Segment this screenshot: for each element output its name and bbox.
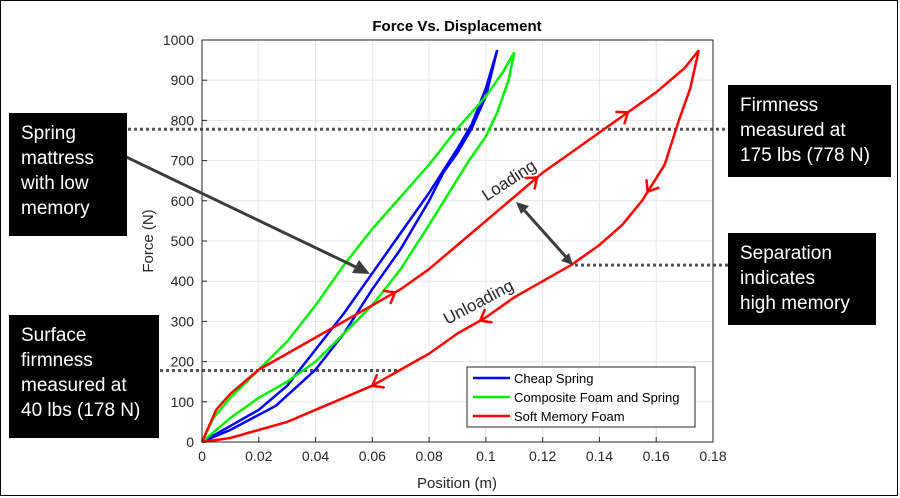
spring-pointer-arrowhead bbox=[352, 260, 370, 274]
spring-pointer-arrow bbox=[121, 153, 363, 272]
callout-spring-line-3: with low bbox=[21, 173, 89, 194]
legend-label: Cheap Spring bbox=[514, 371, 594, 386]
direction-arrow-head bbox=[615, 110, 630, 125]
separation-pointer-arrowhead-bottom bbox=[561, 253, 573, 265]
direction-arrow-head bbox=[371, 373, 385, 389]
callout-separation-line-3: high memory bbox=[740, 293, 850, 314]
y-tick-label: 700 bbox=[171, 153, 195, 169]
y-tick-label: 200 bbox=[171, 354, 195, 370]
callout-surface-line-2: firmness bbox=[21, 350, 93, 371]
legend-label: Composite Foam and Spring bbox=[514, 390, 679, 405]
series-line-cheap-spring-loading bbox=[201, 49, 499, 444]
legend: Cheap Spring Composite Foam and Spring Sof… bbox=[466, 366, 696, 428]
callout-firmness-line-3: 175 lbs (778 N) bbox=[740, 145, 870, 166]
x-tick-label: 0.18 bbox=[699, 448, 726, 464]
series-layer bbox=[200, 49, 701, 444]
y-tick-label: 0 bbox=[186, 434, 194, 450]
series-line-composite-foam-and-spring-loading bbox=[200, 51, 516, 443]
series-line-composite-foam-and-spring-unloading bbox=[201, 51, 516, 443]
callout-spring-line-1: Spring bbox=[21, 123, 76, 144]
callout-surface-line-1: Surface bbox=[21, 325, 87, 346]
separation-pointer-arrow bbox=[522, 209, 568, 258]
x-axis-label: Position (m) bbox=[417, 475, 497, 492]
callout-separation: Separation indicates high memory bbox=[728, 233, 876, 325]
callout-spring-line-2: mattress bbox=[21, 148, 94, 169]
callout-firmness-line-2: measured at bbox=[740, 120, 846, 141]
direction-arrow-head bbox=[478, 308, 493, 324]
callout-separation-line-1: Separation bbox=[740, 243, 832, 264]
direction-arrow bbox=[645, 179, 660, 194]
direction-arrow bbox=[615, 110, 630, 125]
y-axis-label: Force (N) bbox=[140, 209, 157, 272]
x-tick-label: 0.1 bbox=[476, 448, 496, 464]
direction-arrow bbox=[371, 373, 385, 389]
callout-spring-mattress: Spring mattress with low memory bbox=[9, 113, 127, 236]
x-tick-label: 0 bbox=[198, 448, 206, 464]
series-line-cheap-spring-unloading bbox=[201, 49, 499, 444]
y-tick-label: 900 bbox=[171, 72, 195, 88]
direction-arrow bbox=[524, 176, 539, 190]
x-tick-label: 0.08 bbox=[415, 448, 442, 464]
x-ticks: 0 0.02 0.04 0.06 0.08 0.1 0.12 0.14 0.16 0.18 bbox=[198, 437, 727, 464]
direction-arrow-head bbox=[382, 289, 397, 305]
y-tick-label: 800 bbox=[171, 112, 195, 128]
reference-lines bbox=[122, 127, 728, 372]
separation-pointer-arrowhead-top bbox=[516, 202, 529, 214]
callout-spring-line-4: memory bbox=[21, 198, 90, 219]
direction-arrow-head bbox=[645, 179, 660, 194]
x-tick-label: 0.14 bbox=[586, 448, 613, 464]
direction-arrow-head bbox=[524, 176, 539, 190]
series-line-soft-memory-foam-loading bbox=[200, 49, 700, 443]
callout-surface-firmness: Surface firmness measured at 40 lbs (178… bbox=[9, 315, 159, 438]
annotation-pointers bbox=[121, 153, 573, 274]
y-tick-label: 400 bbox=[171, 273, 195, 289]
y-tick-label: 600 bbox=[171, 193, 195, 209]
callout-firmness: Firmness measured at 175 lbs (778 N) bbox=[728, 85, 891, 177]
x-tick-label: 0.12 bbox=[529, 448, 556, 464]
direction-arrow bbox=[382, 289, 397, 305]
chart-title: Force Vs. Displacement bbox=[372, 18, 541, 35]
x-tick-label: 0.02 bbox=[245, 448, 272, 464]
callout-firmness-line-1: Firmness bbox=[740, 95, 819, 116]
series-line-soft-memory-foam-unloading bbox=[201, 49, 701, 444]
y-ticks: 0 100 200 300 400 500 600 700 800 900 1000 bbox=[163, 32, 207, 450]
callout-surface-line-4: 40 lbs (178 N) bbox=[21, 400, 141, 421]
y-tick-label: 300 bbox=[171, 313, 195, 329]
x-tick-label: 0.06 bbox=[359, 448, 386, 464]
callout-surface-line-3: measured at bbox=[21, 375, 127, 396]
legend-label: Soft Memory Foam bbox=[514, 409, 625, 424]
y-tick-label: 100 bbox=[171, 394, 195, 410]
y-tick-label: 1000 bbox=[163, 32, 194, 48]
callout-separation-line-2: indicates bbox=[740, 268, 815, 289]
direction-arrow bbox=[478, 308, 493, 324]
x-tick-label: 0.04 bbox=[302, 448, 329, 464]
y-tick-label: 500 bbox=[171, 233, 195, 249]
x-tick-label: 0.16 bbox=[643, 448, 670, 464]
